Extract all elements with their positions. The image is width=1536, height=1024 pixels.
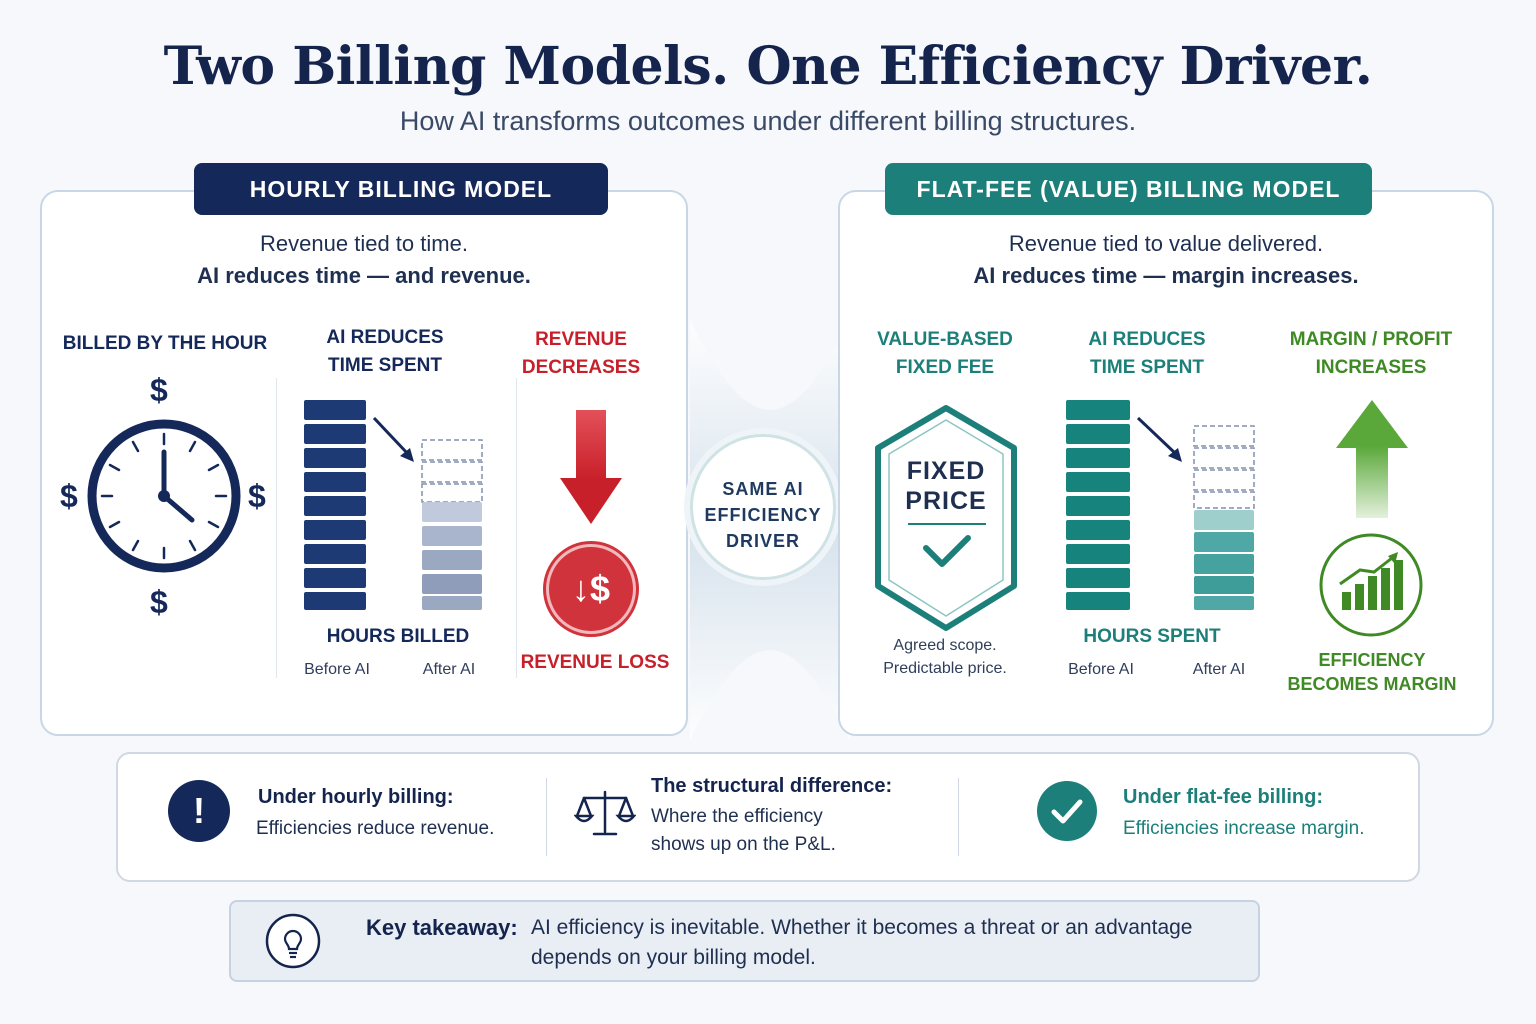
key-takeaway-label: Key takeaway: [366, 915, 518, 940]
dollar-icon: $ [150, 372, 168, 408]
value-based-line-1: VALUE-BASED [877, 329, 1013, 350]
diff-line-1: Where the efficiency [651, 806, 823, 827]
hours-spent-bars [1066, 400, 1255, 610]
hourly-summary-title: Under hourly billing: [258, 786, 454, 808]
growth-chart-icon [1319, 533, 1423, 637]
summary-row [116, 752, 1420, 882]
arrow-down-icon [560, 410, 622, 524]
price-text: PRICE [905, 487, 987, 515]
divider [546, 778, 547, 856]
scope-line-1: Agreed scope. [893, 637, 997, 654]
diff-summary-title: The structural difference: [651, 775, 893, 797]
revenue-loss-icon: ↓$ [546, 544, 636, 634]
exclamation-icon: ! [168, 780, 230, 842]
takeaway-line-1: AI efficiency is inevitable. Whether it … [531, 916, 1193, 939]
hourly-line-1: Revenue tied to time. [260, 231, 468, 256]
margin-line-2: INCREASES [1315, 357, 1427, 378]
hours-spent-caption: HOURS SPENT [1083, 626, 1221, 647]
scope-text: Agreed scope. Predictable price. [862, 634, 1028, 680]
shield-check-icon [875, 405, 1017, 631]
flat-summary-text: Efficiencies increase margin. [1123, 818, 1365, 839]
ai-reduces-flat-line-1: AI REDUCES [1088, 329, 1206, 350]
dollar-icon: $ [248, 478, 266, 514]
divider [516, 378, 517, 678]
hourly-description: Revenue tied to time. AI reduces time — … [40, 228, 688, 292]
clock-icon [87, 419, 241, 573]
center-line-1: SAME AI [722, 479, 804, 499]
ai-reduces-flat-line-2: TIME SPENT [1089, 357, 1204, 378]
after-ai-label: After AI [1192, 661, 1246, 678]
page-title: Two Billing Models. One Efficiency Drive… [163, 36, 1373, 97]
revenue-loss-label: REVENUE LOSS [520, 652, 670, 673]
scales-icon [574, 790, 636, 836]
hours-billed-caption: HOURS BILLED [326, 626, 470, 647]
key-takeaway-text: AI efficiency is inevitable. Whether it … [531, 913, 1192, 973]
divider [276, 378, 277, 678]
center-line-2: EFFICIENCY [704, 505, 822, 525]
takeaway-line-2: depends on your billing model. [531, 946, 816, 969]
before-ai-label: Before AI [1068, 661, 1134, 678]
efficiency-line: EFFICIENCY [1318, 650, 1426, 670]
becomes-margin-line: BECOMES MARGIN [1287, 674, 1457, 694]
arrow-up-icon [1336, 400, 1408, 518]
fixed-text: FIXED [906, 457, 986, 485]
flat-line-1: Revenue tied to value delivered. [1008, 231, 1324, 256]
divider [958, 778, 959, 856]
center-line-3: DRIVER [725, 531, 800, 551]
diff-summary-text: Where the efficiency shows up on the P&L… [651, 803, 836, 859]
ai-reduces-line-1: AI REDUCES [326, 327, 444, 348]
same-ai-driver-label: SAME AI EFFICIENCY DRIVER [690, 476, 836, 554]
page-subtitle: How AI transforms outcomes under differe… [399, 106, 1137, 136]
revenue-line-1: REVENUE [535, 329, 627, 350]
hourly-summary-text: Efficiencies reduce revenue. [256, 818, 495, 839]
ai-reduces-line-2: TIME SPENT [327, 355, 442, 376]
scope-line-2: Predictable price. [883, 660, 1007, 677]
revenue-decreases-label: REVENUE DECREASES [516, 326, 646, 382]
dollar-icon: $ [60, 478, 78, 514]
flat-description: Revenue tied to value delivered. AI redu… [838, 228, 1494, 292]
revenue-line-2: DECREASES [521, 357, 641, 378]
billed-by-hour-label: BILLED BY THE HOUR [62, 333, 268, 354]
value-based-line-2: FIXED FEE [895, 357, 995, 378]
flat-summary-title: Under flat-fee billing: [1123, 786, 1323, 808]
dollar-icon: $ [150, 584, 168, 620]
margin-increases-label: MARGIN / PROFIT INCREASES [1276, 326, 1466, 382]
after-ai-label: After AI [422, 661, 476, 678]
efficiency-margin-label: EFFICIENCY BECOMES MARGIN [1280, 648, 1464, 696]
value-based-fee-label: VALUE-BASED FIXED FEE [860, 326, 1030, 382]
fixed-price-text: FIXED PRICE [872, 456, 1020, 516]
lightbulb-icon [265, 913, 321, 969]
check-circle-icon [1037, 781, 1097, 841]
hours-billed-bars [304, 400, 483, 610]
key-takeaway-box [229, 900, 1260, 982]
before-ai-label: Before AI [304, 661, 370, 678]
ai-reduces-label-hourly: AI REDUCES TIME SPENT [300, 324, 470, 380]
same-ai-driver-circle [690, 434, 836, 580]
flat-fee-badge: FLAT-FEE (VALUE) BILLING MODEL [885, 163, 1372, 215]
hourly-badge: HOURLY BILLING MODEL [194, 163, 608, 215]
margin-line-1: MARGIN / PROFIT [1289, 329, 1453, 350]
diff-line-2: shows up on the P&L. [651, 834, 836, 855]
hourly-line-2: AI reduces time — and revenue. [197, 263, 531, 288]
ai-reduces-label-flat: AI REDUCES TIME SPENT [1062, 326, 1232, 382]
flat-line-2: AI reduces time — margin increases. [973, 263, 1359, 288]
